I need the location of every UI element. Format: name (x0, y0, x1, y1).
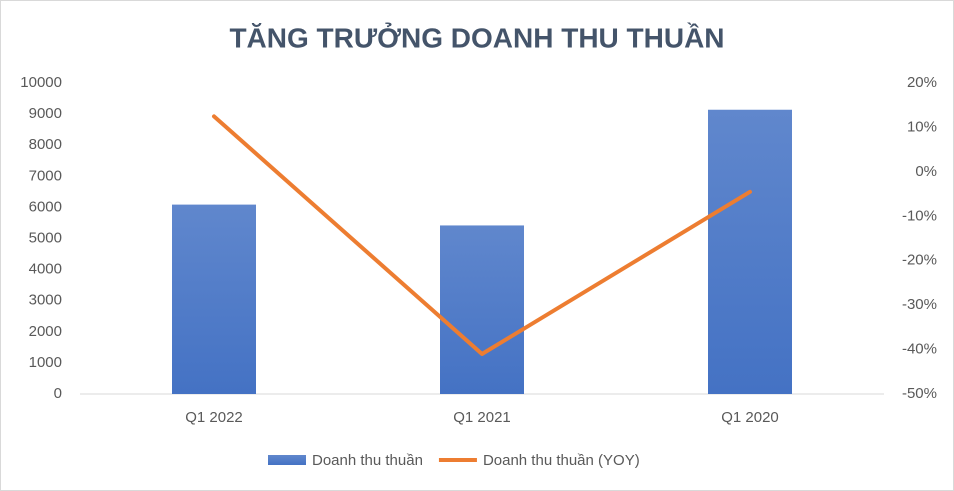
y-tick-label: 6000 (29, 198, 62, 215)
y-tick-label: 8000 (29, 136, 62, 153)
y-tick-label: 7000 (29, 167, 62, 184)
y2-tick-label: 20% (907, 74, 937, 91)
y-tick-label: 1000 (29, 354, 62, 371)
chart-title: TĂNG TRƯỞNG DOANH THU THUẦN (229, 21, 724, 53)
y-tick-label: 4000 (29, 261, 62, 278)
y-tick-label: 0 (54, 385, 62, 402)
bar (708, 109, 792, 394)
legend-label: Doanh thu thuần (312, 452, 423, 469)
y-tick-label: 10000 (20, 74, 62, 91)
y2-tick-label: -10% (902, 207, 937, 224)
legend-swatch (268, 455, 306, 465)
y2-tick-label: -30% (902, 296, 937, 313)
y2-tick-label: -40% (902, 341, 937, 358)
y2-tick-label: 10% (907, 118, 937, 135)
bar (440, 225, 524, 394)
y-tick-label: 3000 (29, 292, 62, 309)
y2-tick-label: -50% (902, 385, 937, 402)
y2-tick-label: -20% (902, 252, 937, 269)
line (212, 114, 752, 357)
x-tick-label: Q1 2022 (185, 409, 243, 426)
y-tick-label: 2000 (29, 323, 62, 340)
y-tick-label: 9000 (29, 105, 62, 122)
y-tick-label: 5000 (29, 229, 62, 246)
bar (172, 204, 256, 394)
x-tick-label: Q1 2021 (453, 409, 511, 426)
legend-label: Doanh thu thuần (YOY) (483, 452, 640, 469)
y2-tick-label: 0% (915, 163, 937, 180)
x-tick-label: Q1 2020 (721, 409, 779, 426)
